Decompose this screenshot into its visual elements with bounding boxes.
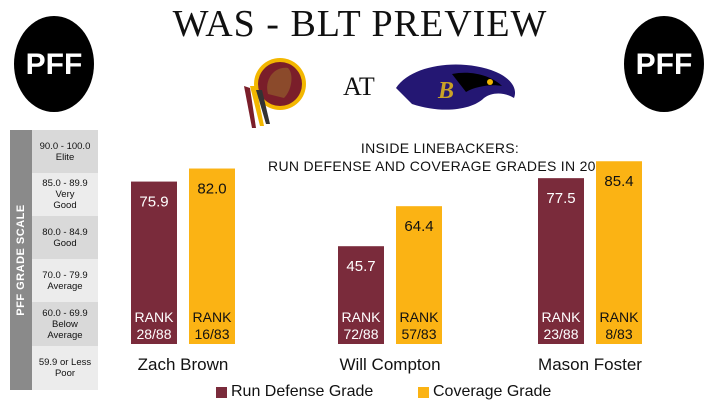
bar-rank-value: 57/83	[401, 326, 436, 342]
bar-value-label: 77.5	[546, 190, 575, 207]
bar-rank-label: RANK	[600, 309, 640, 325]
page-title: WAS - BLT PREVIEW	[172, 3, 548, 45]
pff-logo-left: PFF	[14, 16, 94, 112]
bar-rank-label: RANK	[542, 309, 582, 325]
bar-coverage	[396, 206, 442, 344]
bar-coverage	[189, 168, 235, 344]
svg-text:PFF: PFF	[636, 48, 693, 81]
bar-value-label: 85.4	[604, 173, 633, 190]
scale-row-poor-text: 59.9 or Less Poor	[38, 357, 92, 379]
bar-value-label: 64.4	[404, 218, 433, 235]
bar-run-defense	[538, 178, 584, 344]
bar-coverage	[596, 161, 642, 344]
scale-row-very-good: 85.0 - 89.9 Very Good	[32, 173, 98, 216]
category-label: Will Compton	[339, 355, 440, 374]
bar-rank-value: 72/88	[343, 326, 378, 342]
bar-value-label: 82.0	[197, 181, 226, 198]
bar-rank-label: RANK	[342, 309, 382, 325]
scale-row-good-text: 80.0 - 84.9 Good	[42, 226, 88, 249]
scale-row-elite-text: 90.0 - 100.0 Elite	[39, 140, 91, 163]
legend-run-defense-swatch	[216, 386, 227, 398]
legend-coverage: Coverage Grade	[418, 383, 551, 401]
pff-logo-right: PFF	[624, 16, 704, 112]
scale-row-average-text: 70.0 - 79.9 Average	[42, 269, 88, 292]
bar-rank-value: 8/83	[605, 326, 632, 342]
scale-row-below-average-text: 60.0 - 69.9 Below Average	[42, 307, 88, 341]
grade-scale-bar	[10, 130, 32, 390]
legend-coverage-label: Coverage Grade	[433, 383, 552, 400]
bar-value-label: 45.7	[346, 258, 375, 275]
legend-run-defense: Run Defense Grade	[216, 383, 373, 401]
scale-row-elite: 90.0 - 100.0 Elite	[32, 130, 98, 173]
bar-rank-value: 28/88	[136, 326, 171, 342]
svg-text:PFF: PFF	[26, 48, 83, 81]
scale-row-poor: 59.9 or Less Poor	[32, 346, 98, 390]
bar-rank-value: 16/83	[194, 326, 229, 342]
bar-rank-label: RANK	[400, 309, 440, 325]
scale-row-good: 80.0 - 84.9 Good	[32, 216, 98, 259]
category-label: Zach Brown	[138, 355, 229, 374]
bar-rank-value: 23/88	[543, 326, 578, 342]
bar-run-defense	[338, 246, 384, 344]
legend-run-defense-label: Run Defense Grade	[231, 383, 374, 400]
bar-run-defense	[131, 181, 177, 344]
chart-title: INSIDE LINEBACKERS: RUN DEFENSE AND COVE…	[180, 139, 700, 175]
at-label: AT	[343, 72, 375, 101]
scale-row-average: 70.0 - 79.9 Average	[32, 259, 98, 302]
category-label: Mason Foster	[538, 355, 642, 374]
washington-logo	[244, 58, 306, 128]
svg-text:B: B	[437, 78, 454, 104]
bar-rank-label: RANK	[193, 309, 233, 325]
legend-coverage-swatch	[418, 386, 429, 398]
chart-title-line-1: INSIDE LINEBACKERS:	[360, 140, 520, 156]
grade-scale: PFF GRADE SCALE 90.0 - 100.0 Elite 85.0 …	[10, 130, 98, 390]
scale-row-very-good-text: 85.0 - 89.9 Very Good	[42, 178, 88, 211]
bar-rank-label: RANK	[135, 309, 175, 325]
scale-row-below-average: 60.0 - 69.9 Below Average	[32, 302, 98, 346]
baltimore-logo: B	[396, 64, 516, 110]
bar-value-label: 75.9	[139, 194, 168, 211]
chart-title-line-2: RUN DEFENSE AND COVERAGE GRADES IN 2016	[268, 158, 612, 174]
